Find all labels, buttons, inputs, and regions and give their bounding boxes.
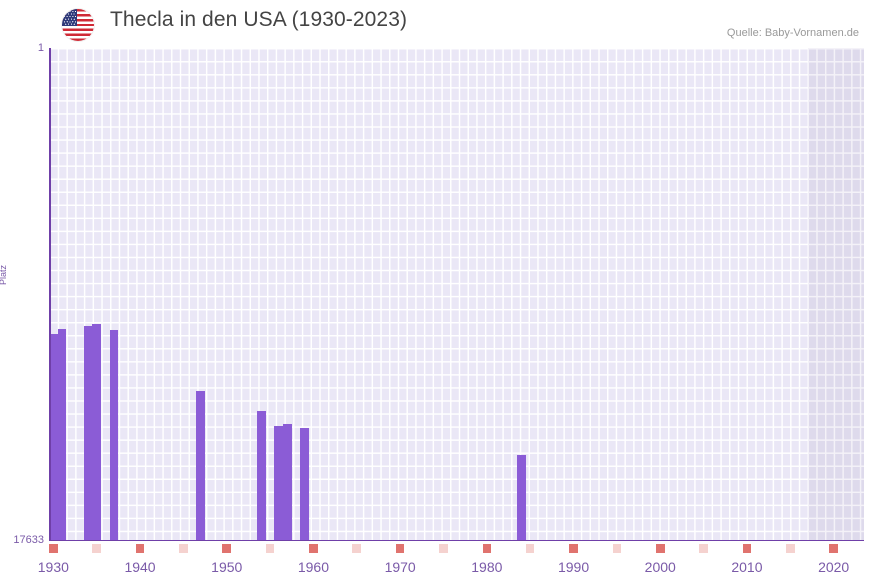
y-tick-label: 17633 (13, 534, 44, 546)
x-axis-mark-decade (829, 544, 838, 553)
x-axis-mark-half-decade (439, 544, 448, 553)
x-axis-mark-decade (482, 544, 492, 553)
bar[interactable] (196, 391, 206, 540)
x-axis-mark-half-decade (265, 544, 275, 553)
flag-canton (62, 9, 77, 27)
bar[interactable] (109, 329, 119, 540)
x-axis-mark-half-decade (92, 544, 101, 553)
x-axis-mark-half-decade (612, 544, 622, 553)
x-axis-line (49, 539, 864, 541)
x-axis-mark-decade (742, 544, 752, 553)
bar[interactable] (517, 455, 526, 540)
x-axis-mark-half-decade (786, 544, 795, 553)
x-axis-mark-half-decade (699, 544, 708, 553)
x-tick-label: 2000 (644, 559, 676, 575)
plot-area (49, 48, 864, 540)
x-axis-mark-decade (49, 544, 58, 553)
bar[interactable] (274, 425, 284, 540)
bar[interactable] (83, 325, 93, 540)
x-axis-mark-decade (222, 544, 232, 553)
bar[interactable] (257, 411, 266, 540)
x-axis-mark-decade (655, 544, 665, 553)
x-tick-label: 1930 (37, 559, 69, 575)
bar[interactable] (49, 333, 58, 540)
chart-header: Thecla in den USA (1930-2023) Quelle: Ba… (0, 0, 873, 44)
y-tick-label: 1 (37, 42, 44, 54)
bar[interactable] (283, 424, 292, 540)
y-axis-line (49, 48, 51, 540)
x-tick-label: 1980 (471, 559, 503, 575)
x-axis-mark-decade (569, 544, 578, 553)
grid-background (49, 48, 864, 540)
x-tick-label: 1940 (124, 559, 156, 575)
x-axis-mark-half-decade (352, 544, 362, 553)
x-tick-label: 2010 (731, 559, 763, 575)
x-axis-mark-decade (309, 544, 318, 553)
y-axis-title: Platz (0, 264, 8, 285)
page-title: Thecla in den USA (1930-2023) (110, 8, 408, 31)
bar[interactable] (300, 428, 310, 540)
x-axis-mark-decade (395, 544, 405, 553)
x-axis-mark-decade (135, 544, 145, 553)
x-tick-label: 2020 (818, 559, 850, 575)
us-flag-icon (62, 9, 94, 41)
bar[interactable] (92, 323, 101, 540)
x-tick-label: 1950 (211, 559, 243, 575)
x-axis-mark-half-decade (179, 544, 188, 553)
flag-stars (62, 9, 76, 26)
x-tick-label: 1990 (557, 559, 590, 575)
future-shaded-region (808, 48, 864, 540)
x-axis-mark-half-decade (525, 544, 535, 553)
x-tick-label: 1960 (297, 559, 330, 575)
source-note: Quelle: Baby-Vornamen.de (726, 27, 859, 39)
bar[interactable] (57, 328, 67, 540)
x-tick-label: 1970 (384, 559, 416, 575)
